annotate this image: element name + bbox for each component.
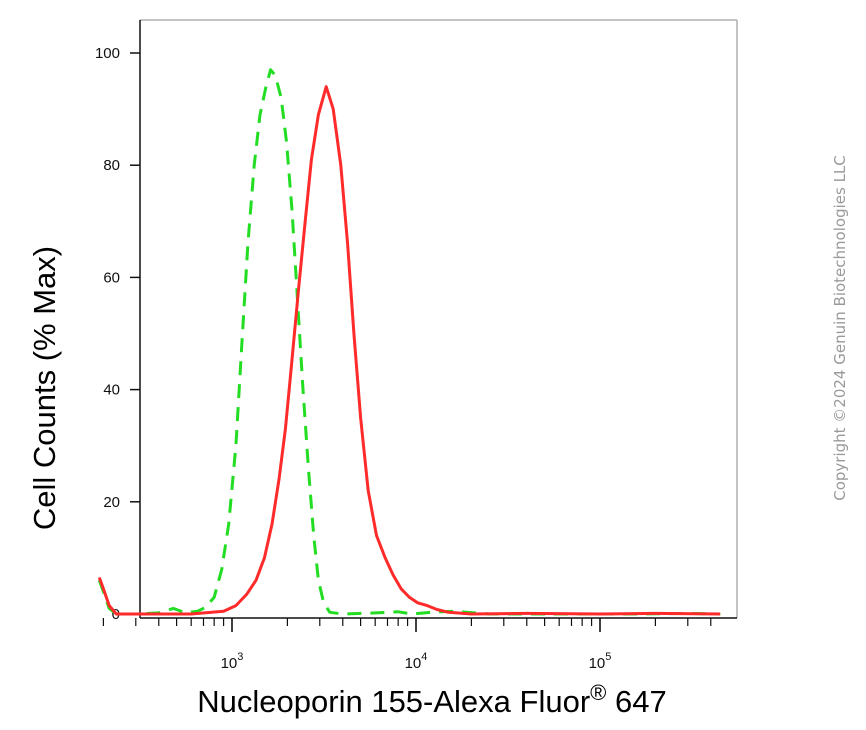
x-axis-ticks: 103 104 105: [102, 618, 712, 672]
y-tick-label-100: 100: [95, 45, 120, 62]
x-tick-label-1000: 103: [221, 651, 244, 672]
x-axis-title-suffix: 647: [606, 684, 666, 719]
series-line-sample-solid: [97, 85, 721, 616]
y-tick-label-40: 40: [103, 382, 120, 399]
copyright-text: Copyright ©2024 Genuin Biotechnologies L…: [831, 155, 849, 501]
series-line-isotype-dashed: [97, 68, 721, 616]
x-tick-label-100000: 105: [589, 651, 612, 672]
x-axis-title-main: Nucleoporin 155-Alexa Fluor: [197, 684, 590, 719]
y-tick-label-60: 60: [103, 269, 120, 286]
y-tick-label-80: 80: [103, 157, 120, 174]
x-axis-title-registered-mark: ®: [590, 680, 606, 705]
x-tick-label-10000: 104: [405, 651, 428, 672]
y-axis-title: Cell Counts (% Max): [27, 246, 62, 530]
series-layer: [97, 68, 721, 616]
y-tick-label-20: 20: [103, 494, 120, 511]
x-axis-title: Nucleoporin 155-Alexa Fluor® 647: [197, 680, 666, 719]
